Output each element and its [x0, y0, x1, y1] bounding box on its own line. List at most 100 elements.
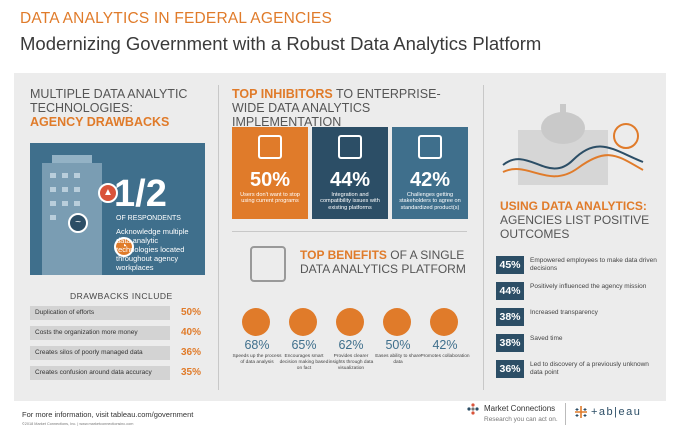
drawback-bar — [30, 326, 170, 340]
benefit-description: Provides clearer insights through data v… — [328, 354, 374, 371]
drawback-bar — [30, 306, 170, 320]
trend-line-orange — [502, 154, 644, 178]
building-window — [62, 201, 68, 206]
respondents-hero: ▲ ~ ◔ 1/2 OF RESPONDENTS Acknowledge mul… — [30, 143, 205, 275]
benefit-percent: 42% — [432, 338, 458, 352]
outcome-description: Increased transparency — [530, 309, 598, 316]
outcome-description: Led to discovery of a previously unknown… — [530, 361, 649, 376]
capitol-spire — [560, 104, 566, 114]
building-window — [74, 173, 80, 178]
inhibitors-heading-rest: TO ENTERPRISE-WIDE DATA ANALYTICS IMPLEM… — [232, 87, 441, 129]
inhibitors-heading-accent: TOP INHIBITORS — [232, 87, 333, 101]
building-window — [74, 187, 80, 192]
outcomes-heading: USING DATA ANALYTICS: AGENCIES LIST POSI… — [500, 199, 665, 241]
benefit-percent: 50% — [385, 338, 411, 352]
outcomes-heading-accent: USING DATA ANALYTICS: — [500, 199, 647, 213]
benefit-description: Encourages smart decision making based o… — [279, 354, 329, 371]
inhibitor-description: Challenges getting stakeholders to agree… — [399, 192, 461, 211]
inhibitor-percent: 42% — [409, 169, 451, 191]
drawback-row: Creates silos of poorly managed data 36% — [30, 346, 205, 360]
outcome-row: 36% Led to discovery of a previously unk… — [496, 360, 656, 378]
building-window — [62, 187, 68, 192]
header: DATA ANALYTICS IN FEDERAL AGENCIES Moder… — [0, 0, 680, 72]
benefits-heading-accent: TOP BENEFITS — [300, 248, 387, 262]
outcome-row: 45% Empowered employees to make data dri… — [496, 256, 657, 274]
building-window — [50, 187, 56, 192]
building-window — [74, 201, 80, 206]
column-divider-left — [218, 85, 219, 390]
outcome-row: 38% Increased transparency — [496, 308, 656, 326]
share-icon — [383, 308, 411, 336]
inhibitor-card: 42% Challenges getting stakeholders to a… — [392, 127, 468, 219]
benefits-heading: TOP BENEFITS OF A SINGLE DATA ANALYTICS … — [300, 248, 470, 276]
building-window — [62, 173, 68, 178]
drawbacks-heading-line-2: TECHNOLOGIES: — [30, 101, 133, 115]
inhibitor-percent: 50% — [249, 169, 291, 191]
outcome-description: Empowered employees to make data driven … — [530, 257, 657, 272]
inhibitor-percent: 44% — [329, 169, 371, 191]
header-kicker: DATA ANALYTICS IN FEDERAL AGENCIES — [20, 10, 333, 27]
clock-icon — [613, 123, 639, 149]
drawback-percent: 50% — [180, 307, 201, 318]
presentation-icon — [289, 308, 317, 336]
building-window — [50, 215, 56, 220]
capitol-chart-icon — [502, 104, 644, 185]
drawback-bar — [30, 346, 170, 360]
drawback-row: Costs the organization more money 40% — [30, 326, 205, 340]
capitol-dome — [541, 112, 585, 144]
puzzle-icon — [338, 135, 362, 159]
drawback-label: Costs the organization more money — [35, 329, 138, 336]
middle-divider — [232, 231, 467, 232]
drawback-label: Creates confusion around data accuracy — [35, 369, 152, 376]
inhibitor-description: Users don't want to stop using current p… — [240, 192, 300, 205]
drawback-row: Duplication of efforts 50% — [30, 306, 205, 320]
hand-chart-icon — [250, 246, 286, 282]
drawbacks-heading-line-1: MULTIPLE DATA ANALYTIC — [30, 87, 188, 101]
outcome-percent: 45% — [496, 256, 524, 274]
benefit-percent: 68% — [244, 338, 270, 352]
pulse-icon: ~ — [68, 213, 88, 233]
tableau-wordmark: +ab|eau — [591, 406, 642, 418]
outcome-percent: 44% — [496, 282, 524, 300]
outcome-row: 44% Positively influenced the agency mis… — [496, 282, 656, 300]
outcome-row: 38% Saved time — [496, 334, 656, 352]
drawbacks-heading: MULTIPLE DATA ANALYTIC TECHNOLOGIES: AGE… — [30, 87, 220, 129]
drawbacks-heading-accent: AGENCY DRAWBACKS — [30, 115, 170, 129]
benefits-heading-rest: OF A SINGLE DATA ANALYTICS PLATFORM — [300, 248, 466, 276]
inhibitors-heading: TOP INHIBITORS TO ENTERPRISE-WIDE DATA A… — [232, 87, 467, 129]
thumbs-icon — [418, 135, 442, 159]
inhibitor-description: Integration and compatibility issues wit… — [320, 192, 380, 211]
area-chart-icon: ▲ — [98, 183, 118, 203]
benefit-description: Promotes collaboration — [420, 354, 470, 359]
monitor-icon — [258, 135, 282, 159]
footer-copyright: ©2018 Market Connections, Inc. | www.mar… — [22, 422, 134, 426]
drawback-label: Duplication of efforts — [35, 309, 95, 316]
benefit-description: Eases ability to share data — [375, 354, 421, 365]
column-divider-right — [483, 85, 484, 390]
drawback-bar — [30, 366, 170, 380]
outcome-description: Saved time — [530, 335, 563, 342]
chart-icon — [336, 308, 364, 336]
respondents-description: Acknowledge multiple data analytic techn… — [116, 227, 189, 272]
tableau-logo-icon — [575, 406, 587, 418]
market-connections-name: Market Connections — [484, 404, 556, 413]
benefit-description: Speeds up the process of data analysis — [232, 354, 282, 365]
respondents-label: OF RESPONDENTS — [116, 215, 181, 222]
drawback-percent: 35% — [180, 367, 201, 378]
outcomes-heading-rest: AGENCIES LIST POSITIVE OUTCOMES — [500, 213, 650, 241]
building-window — [50, 201, 56, 206]
benefit-percent: 65% — [291, 338, 317, 352]
respondents-fraction: 1/2 — [114, 173, 167, 215]
footer-divider — [565, 403, 566, 425]
speed-icon — [242, 308, 270, 336]
building-roof — [52, 155, 92, 165]
market-connections-tagline: Research you can act on. — [484, 416, 558, 423]
drawbacks-list-title: DRAWBACKS INCLUDE — [70, 291, 173, 301]
outcome-percent: 38% — [496, 334, 524, 352]
inhibitor-card: 50% Users don't want to stop using curre… — [232, 127, 308, 219]
drawback-percent: 36% — [180, 347, 201, 358]
trend-line-navy — [502, 145, 644, 170]
pie-chart-icon: ◔ — [114, 237, 134, 257]
outcome-percent: 38% — [496, 308, 524, 326]
drawback-percent: 40% — [180, 327, 201, 338]
